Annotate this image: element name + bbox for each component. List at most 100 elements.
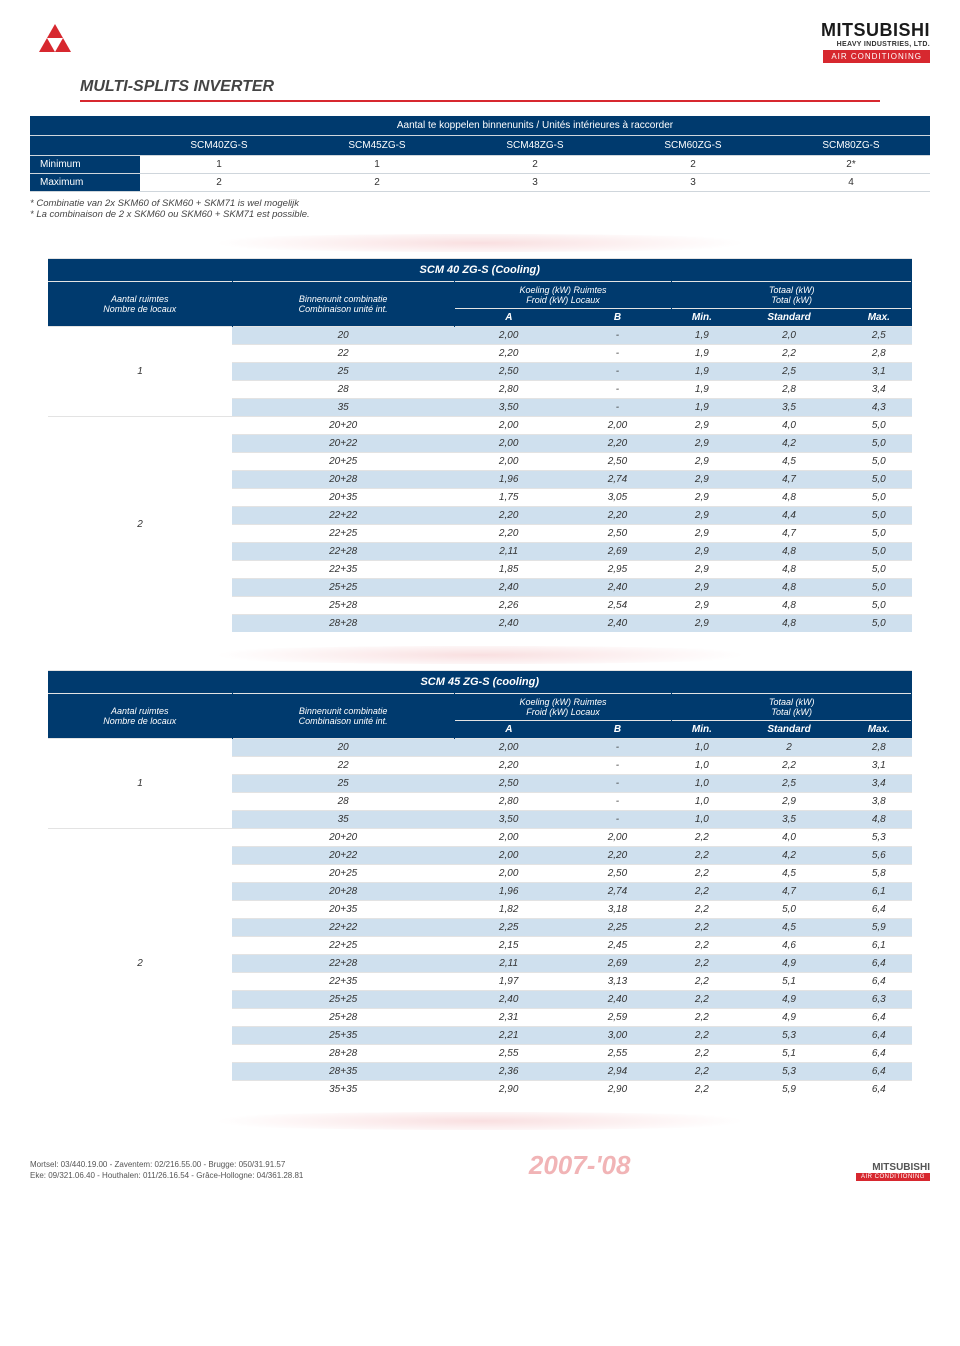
cell: 1 (298, 156, 456, 174)
cell: 5,1 (732, 973, 846, 991)
data-row: 220+202,002,002,24,05,3 (48, 829, 912, 847)
cell: 4,8 (732, 615, 846, 633)
cell: 25+28 (232, 597, 454, 615)
cell: 35+35 (232, 1081, 454, 1099)
cell: 20+22 (232, 847, 454, 865)
cell: 22+25 (232, 525, 454, 543)
cell: 2,2 (672, 829, 732, 847)
cell: 2,2 (672, 991, 732, 1009)
cell: 25+28 (232, 1009, 454, 1027)
cell: 20 (232, 739, 454, 757)
summary-caption: Aantal te koppelen binnenunits / Unités … (140, 116, 930, 136)
cell: 2,9 (672, 453, 732, 471)
cell: 1,96 (454, 471, 563, 489)
cell: 2,9 (672, 561, 732, 579)
cell: 2,2 (672, 919, 732, 937)
cell: 2,00 (454, 417, 563, 435)
cell: - (563, 775, 672, 793)
cell: 5,0 (846, 525, 911, 543)
cell: 4,8 (846, 811, 911, 829)
cell: 5,0 (846, 597, 911, 615)
cell: 2,45 (563, 937, 672, 955)
cell: 2,2 (672, 865, 732, 883)
title-underline (80, 100, 880, 102)
cell: 2,54 (563, 597, 672, 615)
brand-sub: HEAVY INDUSTRIES, LTD. (821, 41, 930, 48)
footer-addresses: Mortsel: 03/440.19.00 - Zaventem: 02/216… (30, 1159, 303, 1181)
cell: 4,0 (732, 829, 846, 847)
cell: 35 (232, 399, 454, 417)
cell: - (563, 363, 672, 381)
cell: 6,1 (846, 883, 911, 901)
cell: 2,8 (846, 739, 911, 757)
cell: 6,4 (846, 973, 911, 991)
cell: 28 (232, 381, 454, 399)
cell: 28 (232, 793, 454, 811)
cell: 22+28 (232, 955, 454, 973)
cell: 3,13 (563, 973, 672, 991)
page-footer: Mortsel: 03/440.19.00 - Zaventem: 02/216… (30, 1150, 930, 1181)
cell: 2,00 (563, 417, 672, 435)
cell: 5,6 (846, 847, 911, 865)
cell: 25+25 (232, 991, 454, 1009)
cell: 2,21 (454, 1027, 563, 1045)
cell: 20+28 (232, 883, 454, 901)
cell: 3,50 (454, 399, 563, 417)
scm40-table: SCM 40 ZG-S (Cooling)Aantal ruimtes Nomb… (48, 258, 912, 632)
cell: 1,0 (672, 775, 732, 793)
cell: 3 (614, 174, 772, 192)
cell: 3,4 (846, 775, 911, 793)
cell: 6,4 (846, 1045, 911, 1063)
cell: 22+35 (232, 973, 454, 991)
cell: 22 (232, 345, 454, 363)
col-koeling: Koeling (kW) Ruimtes Froid (kW) Locaux (454, 694, 672, 721)
cell: 6,4 (846, 1027, 911, 1045)
cell: 4,5 (732, 865, 846, 883)
page-title: MULTI-SPLITS INVERTER (80, 78, 930, 96)
summary-row: Minimum11222* (30, 156, 930, 174)
col-a: A (454, 721, 563, 739)
cell: 1,96 (454, 883, 563, 901)
cell: 4,3 (846, 399, 911, 417)
cell: 1,97 (454, 973, 563, 991)
col-combi: Binnenunit combinatie Combinaison unité … (232, 282, 454, 327)
cell: 1,9 (672, 399, 732, 417)
cell: 5,0 (846, 417, 911, 435)
group-label: 2 (48, 829, 232, 1099)
cell: 2,2 (672, 1063, 732, 1081)
cell: 25+35 (232, 1027, 454, 1045)
cell: 2,50 (563, 525, 672, 543)
cell: 2,20 (454, 525, 563, 543)
cell: 2,20 (563, 847, 672, 865)
cell: 2,80 (454, 793, 563, 811)
cell: 4,7 (732, 471, 846, 489)
summary-col: SCM45ZG-S (298, 136, 456, 156)
cell: 2,8 (732, 381, 846, 399)
cell: - (563, 345, 672, 363)
cell: 2,2 (672, 901, 732, 919)
summary-table: Aantal te koppelen binnenunits / Unités … (30, 116, 930, 192)
cell: 2,40 (454, 579, 563, 597)
row-label: Maximum (30, 174, 140, 192)
cell: 20+20 (232, 829, 454, 847)
cell: 1,0 (672, 793, 732, 811)
cell: 4,9 (732, 955, 846, 973)
footer-line1: Mortsel: 03/440.19.00 - Zaventem: 02/216… (30, 1159, 303, 1170)
col-a: A (454, 309, 563, 327)
cell: 2,74 (563, 883, 672, 901)
col-min: Min. (672, 309, 732, 327)
cell: 20+25 (232, 453, 454, 471)
cell: 22+22 (232, 507, 454, 525)
col-group: Aantal ruimtes Nombre de locaux (48, 282, 232, 327)
cell: 3 (456, 174, 614, 192)
cell: 1,82 (454, 901, 563, 919)
cell: 2,40 (454, 615, 563, 633)
cell: - (563, 757, 672, 775)
cell: 2,11 (454, 955, 563, 973)
cell: 2,94 (563, 1063, 672, 1081)
cell: 6,4 (846, 955, 911, 973)
cell: 2,9 (672, 579, 732, 597)
group-label: 1 (48, 327, 232, 417)
cell: 2,9 (672, 615, 732, 633)
cell: 4,9 (732, 1009, 846, 1027)
